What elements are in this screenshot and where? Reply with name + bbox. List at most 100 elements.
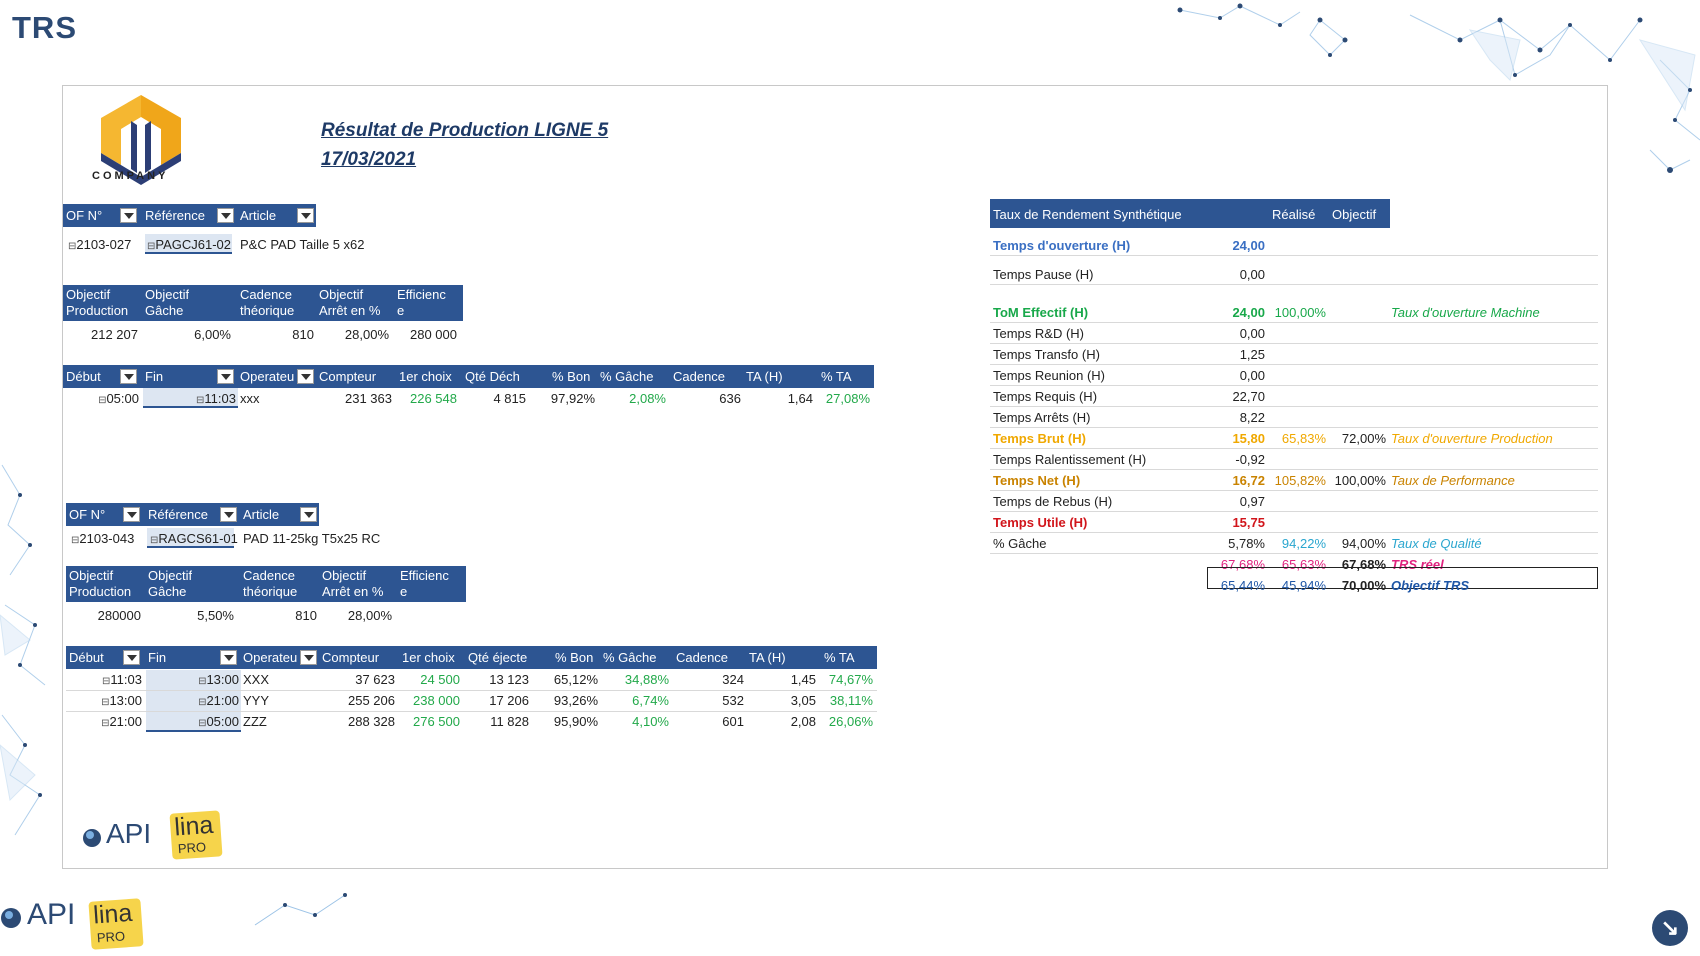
efficience-value[interactable]: 280 000 (410, 327, 457, 342)
article-cell[interactable]: PAD 11-25kg T5x25 RC (243, 531, 381, 546)
trs-value-cell[interactable]: 67,68% (1220, 557, 1265, 572)
cadence-theorique-header: Cadence théorique (243, 568, 298, 599)
cadence-cell[interactable]: 636 (719, 391, 741, 406)
trs-value-cell[interactable]: 0,00 (1239, 267, 1265, 282)
pct-bon-cell[interactable]: 93,26% (553, 693, 598, 708)
api-logo-footer: API (0, 898, 80, 947)
trs-value-cell[interactable]: 0,00 (1239, 368, 1265, 383)
debut-header: Début (66, 369, 101, 384)
of-number-cell[interactable]: ⊟2103-027 (68, 237, 132, 252)
operateur-cell[interactable]: ZZZ (243, 714, 267, 729)
compteur-cell[interactable]: 255 206 (348, 693, 395, 708)
report-date: 17/03/2021 (321, 149, 417, 170)
trs-reel-row: 67,68% 65,63% 67,68% TRS réel (990, 554, 1598, 575)
operateur-cell[interactable]: YYY (243, 693, 270, 708)
cadence-cell[interactable]: 324 (722, 672, 744, 687)
obj-arret-header: Objectif Arrêt en % (319, 287, 381, 318)
pct-gache-cell[interactable]: 34,88% (624, 672, 669, 687)
operateur-cell[interactable]: XXX (243, 672, 270, 687)
compteur-cell[interactable]: 288 328 (348, 714, 395, 729)
debut-cell[interactable]: ⊟13:00 (101, 693, 142, 708)
cadence-cell[interactable]: 601 (722, 714, 744, 729)
obj-arret-value[interactable]: 28,00% (344, 327, 389, 342)
pct-ta-cell[interactable]: 27,08% (825, 391, 870, 406)
obj-gache-value[interactable]: 6,00% (194, 327, 231, 342)
reference-cell[interactable]: ⊟RAGCS61-01 (150, 531, 238, 546)
premier-choix-cell[interactable]: 276 500 (413, 714, 460, 729)
ta-cell[interactable]: 1,64 (787, 391, 813, 406)
trs-value-cell[interactable]: 65,44% (1220, 578, 1265, 593)
filter-dropdown-button[interactable] (123, 507, 140, 522)
trs-value-cell[interactable]: 0,97 (1239, 494, 1265, 509)
pct-gache-cell[interactable]: 6,74% (632, 693, 669, 708)
filter-dropdown-button[interactable] (300, 650, 317, 665)
sort-filter-button[interactable] (123, 650, 140, 665)
pct-gache-cell[interactable]: 4,10% (632, 714, 669, 729)
obj-production-value[interactable]: 212 207 (91, 327, 138, 342)
ta-cell[interactable]: 1,45 (790, 672, 816, 687)
pct-ta-cell[interactable]: 38,11% (829, 693, 873, 708)
cadence-cell[interactable]: 532 (722, 693, 744, 708)
filter-dropdown-button[interactable] (297, 369, 314, 384)
qte-ejecte-cell[interactable]: 17 206 (489, 693, 529, 708)
trs-value-cell[interactable]: 15,75 (1232, 515, 1265, 530)
trs-value-cell[interactable]: 22,70 (1232, 389, 1265, 404)
selected-cell-highlight (143, 388, 238, 408)
trs-value-cell[interactable]: 1,25 (1239, 347, 1265, 362)
qte-dechet-cell[interactable]: 4 815 (493, 391, 526, 406)
fin-cell[interactable]: ⊟21:00 (198, 693, 239, 708)
debut-cell[interactable]: ⊟21:00 (101, 714, 142, 729)
filter-dropdown-button[interactable] (300, 507, 317, 522)
trs-row: Temps d'ouverture (H) 24,00 (990, 235, 1598, 256)
ta-cell[interactable]: 2,08 (790, 714, 816, 729)
trs-value-cell[interactable]: 24,00 (1232, 305, 1265, 320)
pct-bon-cell[interactable]: 97,92% (550, 391, 595, 406)
operateur-cell[interactable]: xxx (240, 391, 260, 406)
arrow-down-right-icon[interactable]: ↘ (1652, 910, 1688, 946)
cadence-value[interactable]: 810 (292, 327, 314, 342)
api-logo: API (81, 818, 161, 863)
debut-cell[interactable]: ⊟11:03 (102, 672, 142, 687)
filter-dropdown-button[interactable] (217, 208, 234, 223)
filter-dropdown-button[interactable] (120, 208, 137, 223)
trs-value-cell[interactable]: 8,22 (1239, 410, 1265, 425)
premier-choix-cell[interactable]: 24 500 (420, 672, 460, 687)
sort-filter-button[interactable] (120, 369, 137, 384)
filter-dropdown-button[interactable] (217, 369, 234, 384)
trs-value-cell[interactable]: -0,92 (1235, 452, 1265, 467)
filter-dropdown-button[interactable] (220, 650, 237, 665)
pct-ta-cell[interactable]: 26,06% (828, 714, 873, 729)
pct-bon-cell[interactable]: 65,12% (553, 672, 598, 687)
fin-cell[interactable]: ⊟05:00 (198, 714, 239, 729)
premier-choix-cell[interactable]: 238 000 (413, 693, 460, 708)
filter-dropdown-button[interactable] (220, 507, 237, 522)
obj-production-value[interactable]: 280000 (97, 608, 141, 623)
trs-value-cell[interactable]: 24,00 (1232, 238, 1265, 253)
of-header-2: OF N° Référence Article (66, 503, 319, 526)
reference-cell[interactable]: ⊟PAGCJ61-02 (147, 237, 232, 252)
article-cell[interactable]: P&C PAD Taille 5 x62 (240, 237, 365, 252)
cadence-value[interactable]: 810 (295, 608, 317, 623)
pct-ta-header: % TA (824, 650, 855, 665)
obj-gache-value[interactable]: 5,50% (197, 608, 234, 623)
ta-header: TA (H) (749, 650, 786, 665)
compteur-cell[interactable]: 37 623 (355, 672, 395, 687)
pct-gache-cell[interactable]: 2,08% (629, 391, 666, 406)
of-number-cell[interactable]: ⊟2103-043 (71, 531, 135, 546)
trs-value-cell[interactable]: 0,00 (1239, 326, 1265, 341)
qte-ejecte-cell[interactable]: 11 828 (490, 714, 529, 729)
trs-value-cell[interactable]: 16,72 (1232, 473, 1265, 488)
fin-cell[interactable]: ⊟11:03 (196, 391, 236, 406)
pct-ta-cell[interactable]: 74,67% (828, 672, 873, 687)
premier-choix-cell[interactable]: 226 548 (410, 391, 457, 406)
obj-arret-value[interactable]: 28,00% (347, 608, 392, 623)
ta-cell[interactable]: 3,05 (790, 693, 816, 708)
pct-bon-cell[interactable]: 95,90% (553, 714, 598, 729)
qte-ejecte-cell[interactable]: 13 123 (489, 672, 529, 687)
fin-cell[interactable]: ⊟13:00 (198, 672, 239, 687)
debut-cell[interactable]: ⊟05:00 (98, 391, 139, 406)
trs-value-cell[interactable]: 5,78% (1228, 536, 1265, 551)
filter-dropdown-button[interactable] (297, 208, 314, 223)
trs-value-cell[interactable]: 15,80 (1232, 431, 1265, 446)
compteur-cell[interactable]: 231 363 (345, 391, 392, 406)
